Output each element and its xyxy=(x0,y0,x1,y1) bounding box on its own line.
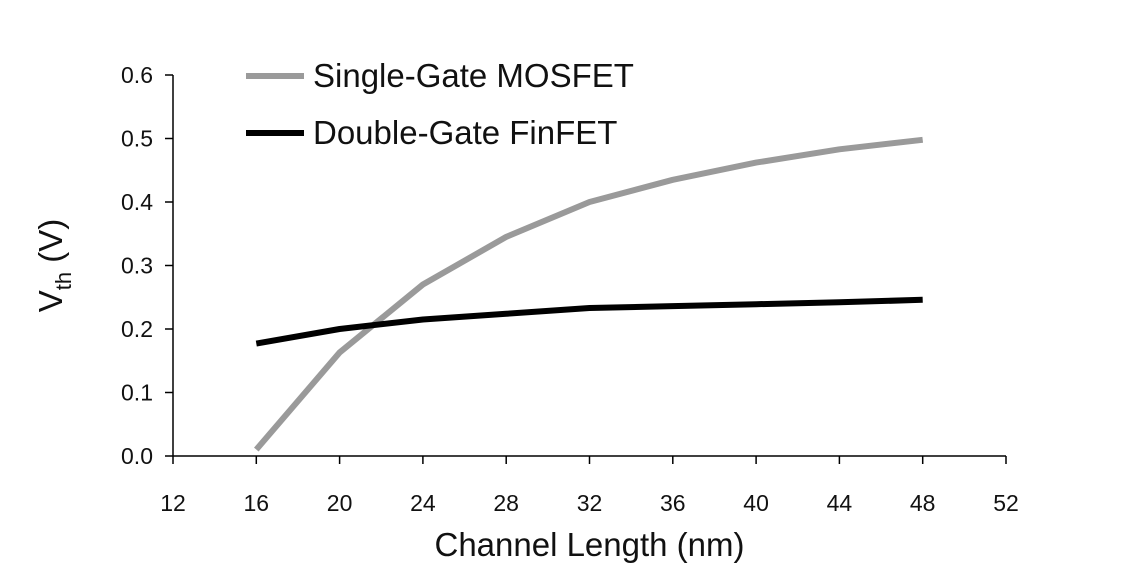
y-tick-label: 0.0 xyxy=(121,443,153,469)
y-tick-label: 0.4 xyxy=(121,189,153,215)
x-tick-label: 12 xyxy=(160,490,186,516)
y-tick-label: 0.6 xyxy=(121,62,153,88)
series-lines xyxy=(254,136,924,452)
legend-label-single-gate: Single-Gate MOSFET xyxy=(313,57,634,94)
x-tick-label: 52 xyxy=(993,490,1019,516)
x-tick-label: 36 xyxy=(660,490,686,516)
x-tick-label: 44 xyxy=(827,490,853,516)
y-axis-title-subscript: th xyxy=(51,272,76,290)
x-axis-title: Channel Length (nm) xyxy=(434,526,744,563)
y-axis-title-unit: (V) xyxy=(32,219,69,272)
series-line-single-gate xyxy=(254,136,924,452)
series-line-double-gate xyxy=(255,296,923,347)
x-tick-label: 32 xyxy=(577,490,603,516)
legend-label-double-gate: Double-Gate FinFET xyxy=(313,114,617,151)
y-axis-title-main: V xyxy=(32,290,69,312)
x-tick-label: 48 xyxy=(910,490,936,516)
y-tick-label: 0.1 xyxy=(121,380,153,406)
x-axis-ticks: 12 16 20 24 28 32 36 40 44 48 52 xyxy=(160,456,1019,516)
x-tick-label: 20 xyxy=(327,490,353,516)
y-axis-title: Vth (V) xyxy=(32,219,76,313)
x-tick-label: 24 xyxy=(410,490,436,516)
y-tick-label: 0.5 xyxy=(121,126,153,152)
y-tick-label: 0.3 xyxy=(121,253,153,279)
x-tick-label: 40 xyxy=(743,490,769,516)
legend: Single-Gate MOSFET Double-Gate FinFET xyxy=(246,57,634,151)
x-tick-label: 16 xyxy=(244,490,270,516)
y-axis-ticks: 0.0 0.1 0.2 0.3 0.4 0.5 0.6 xyxy=(121,62,173,469)
y-tick-label: 0.2 xyxy=(121,316,153,342)
x-tick-label: 28 xyxy=(493,490,519,516)
